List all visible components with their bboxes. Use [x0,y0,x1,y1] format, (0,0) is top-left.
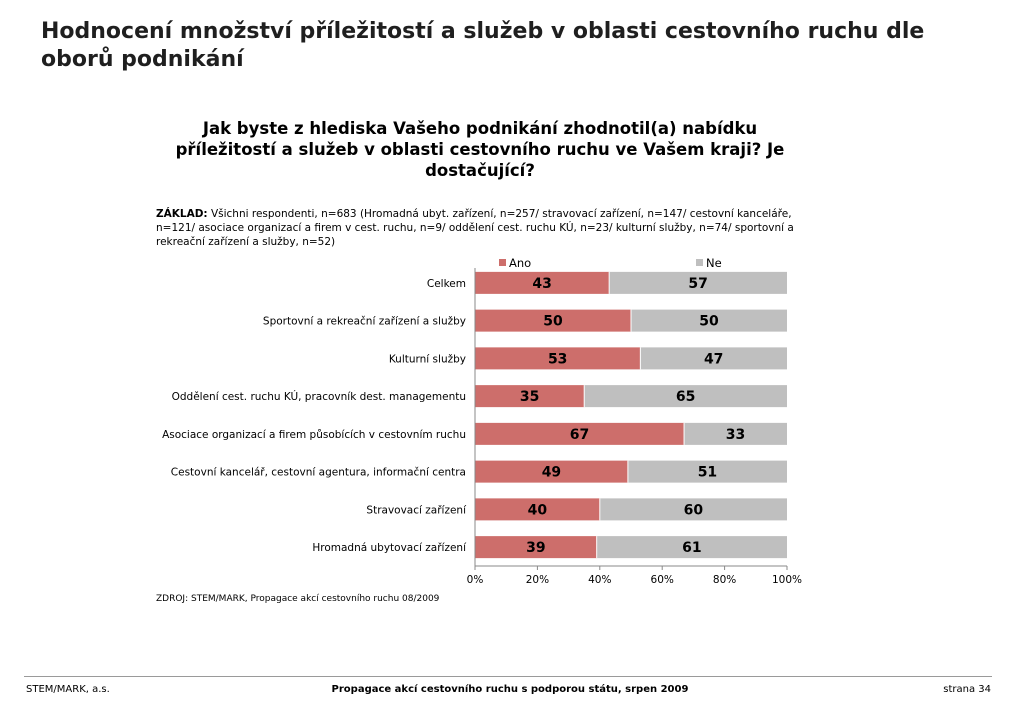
x-tick-label: 20% [526,574,549,586]
legend-label-ano: Ano [509,256,531,270]
x-tick-label: 80% [713,574,736,586]
bar-ne [627,460,787,483]
category-label: Hromadná ubytovací zařízení [312,542,467,554]
data-label-ano: 35 [520,389,539,405]
x-tick-label: 60% [651,574,674,586]
data-label-ne: 60 [684,502,704,518]
basis-text: Všichni respondenti, n=683 (Hromadná uby… [156,208,794,248]
legend-label-ne: Ne [706,256,722,270]
data-label-ano: 40 [528,502,548,518]
x-tick-label: 100% [772,574,802,586]
data-label-ano: 67 [570,427,589,443]
basis-label: ZÁKLAD: [156,208,208,220]
bar-ne [684,422,787,445]
page-title: Hodnocení množství příležitostí a služeb… [41,19,925,72]
data-label-ano: 39 [526,540,545,556]
data-label-ne: 51 [698,465,717,481]
data-label-ano: 50 [543,314,563,330]
chart-question: Jak byste z hlediska Vašeho podnikání zh… [175,119,785,180]
bar-ano [475,271,610,294]
bar-ano [475,536,597,559]
legend-swatch-ano [499,259,506,266]
bar-ne [631,309,787,332]
category-label: Oddělení cest. ruchu KÚ, pracovník dest.… [172,390,466,403]
category-label: Stravovací zařízení [366,504,467,516]
data-label-ne: 57 [688,276,707,292]
bar-ne [609,271,787,294]
data-label-ne: 47 [704,351,723,367]
data-label-ne: 50 [699,314,719,330]
footer-divider [24,676,992,677]
source-note: ZDROJ: STEM/MARK, Propagace akcí cestovn… [156,594,440,604]
bar-ano [475,347,641,370]
footer-page-number: strana 34 [943,684,991,695]
category-label: Celkem [427,278,466,290]
basis-note: ZÁKLAD: Všichni respondenti, n=683 (Hrom… [156,207,796,249]
category-label: Asociace organizací a firem působících v… [162,429,466,441]
bar-ne [584,385,787,408]
bar-ano [475,422,685,445]
bar-ano [475,385,585,408]
data-label-ano: 49 [542,465,561,481]
bar-ne [599,498,787,521]
data-label-ano: 43 [532,276,551,292]
data-label-ne: 33 [726,427,745,443]
x-tick-label: 40% [588,574,611,586]
category-label: Sportovní a rekreační zařízení a služby [263,316,466,328]
data-label-ne: 61 [682,540,701,556]
bar-ne [596,536,787,559]
data-label-ano: 53 [548,351,567,367]
bar-ano [475,498,600,521]
bar-ano [475,460,628,483]
x-tick-label: 0% [467,574,484,586]
bar-ano [475,309,631,332]
footer-report-title: Propagace akcí cestovního ruchu s podpor… [331,684,689,695]
data-label-ne: 65 [676,389,695,405]
category-label: Kulturní služby [389,353,466,365]
category-label: Cestovní kancelář, cestovní agentura, in… [171,467,466,479]
bar-ne [640,347,787,370]
legend-swatch-ne [696,259,703,266]
footer-company: STEM/MARK, a.s. [26,684,110,695]
